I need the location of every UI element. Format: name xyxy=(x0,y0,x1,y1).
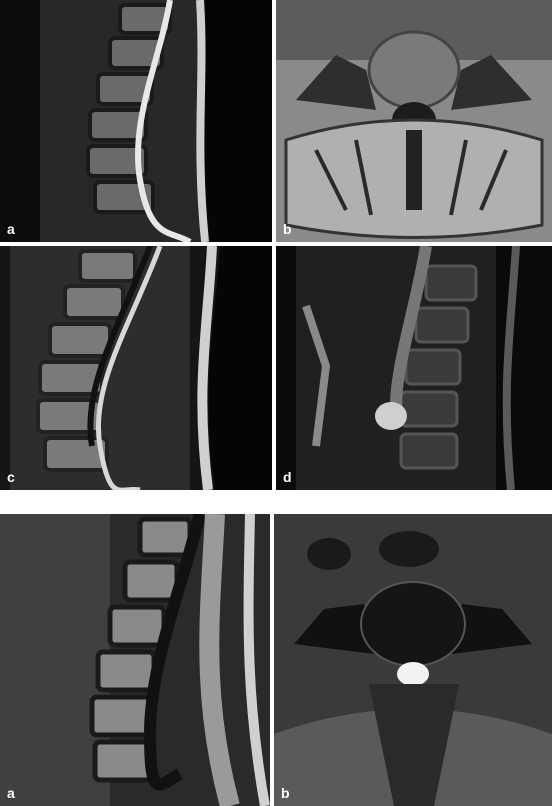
mri-image xyxy=(276,0,552,242)
mri-image xyxy=(274,514,552,806)
panel-label: b xyxy=(281,785,290,801)
mri-panel: b xyxy=(276,0,552,242)
mri-panel: d xyxy=(276,246,552,490)
panel-label: a xyxy=(7,785,15,801)
mri-panel: b xyxy=(274,514,552,806)
mri-image xyxy=(276,246,552,490)
panel-label: a xyxy=(7,221,15,237)
mri-image xyxy=(0,514,270,806)
mri-panel: a xyxy=(0,0,272,242)
panel-label: b xyxy=(283,221,292,237)
panel-label: c xyxy=(7,469,15,485)
panel-label: d xyxy=(283,469,292,485)
mri-panel: a xyxy=(0,514,270,806)
mri-image xyxy=(0,0,272,242)
mri-image xyxy=(0,246,272,490)
mri-panel: c xyxy=(0,246,272,490)
